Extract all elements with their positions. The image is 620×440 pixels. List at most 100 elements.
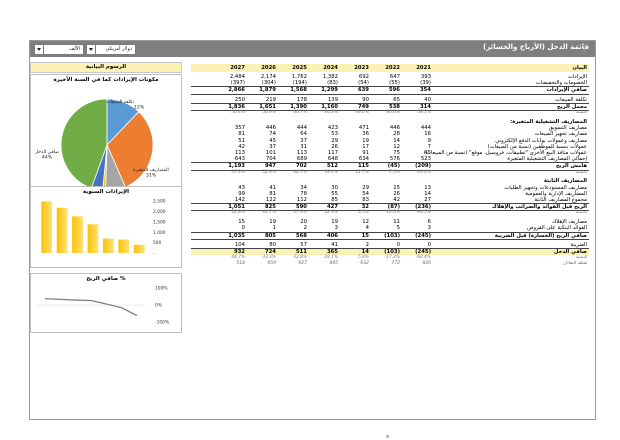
cell-value: 80: [269, 242, 276, 248]
row-label: مجموع المصاريف الثابتة: [534, 197, 587, 203]
row-label: هامش الربح: [555, 163, 587, 170]
cell-value: 27: [424, 197, 431, 203]
cell-value: 1,193: [228, 163, 245, 170]
cell-value: 219: [265, 96, 276, 103]
annual-revenue-chart: الإيرادات السنوية 2,500 2,000 1,500 1,000 50…: [30, 186, 182, 268]
unit-dropdown[interactable]: الألف: [34, 44, 84, 55]
bar-axis-tick: 1,500: [153, 219, 166, 225]
row-label: صافي الربح (الخسارة) قبل الضريبة: [494, 232, 587, 239]
cell-value: 42: [238, 143, 245, 150]
cell-value: 250: [234, 96, 245, 103]
cell-value: 104: [234, 242, 245, 248]
cell-value: 511: [295, 249, 307, 256]
cell-value: 947: [264, 163, 276, 170]
table-row: صافي الدخل 932 724 511 365 14 (103) (245): [191, 248, 589, 256]
cell-value: 50.4%: [231, 110, 245, 116]
row-label: مصاريف المستودعات وتجهيز الطلبات: [504, 184, 587, 191]
pie-label: تكلفة المبيعات: [106, 99, 134, 105]
cell-value: 84.8%: [324, 110, 338, 116]
table-row: النسبة 37.3% 32.9% 44.7% 39.4% 12.7% -7.5% -39.…: [191, 170, 589, 176]
row-label: مصاريف تجهيز المبيعات: [534, 131, 587, 138]
currency-dropdown[interactable]: دولار أمريكي: [86, 44, 136, 55]
chevron-down-icon[interactable]: [35, 45, 44, 54]
cell-value: 2: [365, 242, 369, 248]
table-row: صافي الإيرادات 2,866 1,879 1,568 1,299 639 596…: [191, 86, 589, 95]
cell-value: 1,651: [259, 104, 276, 110]
cell-value: 14: [424, 190, 431, 197]
cell-value: 74: [269, 131, 276, 138]
table-row: مصاريف المستودعات وتجهيز الطلبات 43 41 34 30…: [191, 185, 589, 191]
cell-value: 32.9%: [262, 169, 276, 175]
cell-value: 139: [327, 96, 338, 103]
net-profit-line: [44, 297, 138, 317]
cell-value: 354: [419, 87, 431, 94]
cell-value: 19: [269, 219, 276, 226]
cell-value: 590: [295, 204, 307, 211]
cell-value: 117: [327, 150, 338, 156]
bar-chart-title: الإيرادات السنوية: [82, 189, 130, 195]
row-label: النسبة: [575, 110, 587, 116]
cell-value: 19: [362, 137, 369, 144]
cell-value: (209): [415, 163, 431, 170]
cell-value: 55: [331, 190, 338, 197]
table-row: عمولات بنسبة للموظفين (نسبة من المبيعات)…: [191, 144, 589, 150]
bar-axis-tick: 2,500: [153, 199, 166, 205]
corner-mark: [576, 45, 585, 52]
cell-value: 772: [391, 261, 400, 266]
cell-value: 393: [420, 74, 431, 80]
cell-value: 28.1%: [324, 255, 338, 261]
cell-value: 1,160: [321, 104, 338, 110]
bar-axis-tick: -: [153, 252, 155, 257]
cell-value: (87): [387, 204, 400, 211]
table-row: الفوائد البنكية على القروض 0 1 2 3 4 5 3: [191, 225, 589, 231]
cell-value: 648: [327, 156, 338, 163]
cell-value: 51: [238, 137, 245, 144]
cell-value: 14: [393, 137, 400, 144]
bar: [41, 201, 53, 253]
row-label: مجمل الربح: [556, 104, 587, 110]
line-axis-tick: -100%: [155, 320, 169, 326]
cell-value: (55): [389, 80, 400, 87]
cell-value: (236): [415, 204, 431, 211]
cell-value: 101: [265, 150, 276, 156]
cell-value: 0: [427, 242, 431, 248]
title-bar: قائمة الدخل (الأرباح والخسائر) الألف دول…: [30, 41, 595, 57]
revenue-pie-chart: مكونات الإيرادات كما في السنة الأخيرة تك…: [30, 74, 182, 216]
cell-value: 538: [388, 104, 400, 110]
cell-value: 596: [388, 87, 400, 94]
cell-value: 5.8%: [358, 255, 369, 261]
cell-value: 1,051: [228, 204, 245, 211]
cell-value: 2,866: [228, 87, 245, 94]
bar: [56, 207, 68, 253]
cell-value: 33.3%: [262, 255, 276, 261]
pie-pct: 12%: [134, 105, 145, 111]
table-row: مجموع المصاريف الثابتة 142 122 112 85 83 42 27: [191, 197, 589, 203]
table-row: مصاريف التسويق 357 446 444 423 471 446 444: [191, 125, 589, 131]
cell-value: 2021: [416, 65, 431, 71]
cell-value: 1,762: [291, 74, 307, 80]
cell-value: (304): [261, 80, 276, 87]
bar: [133, 244, 145, 253]
cell-value: 805: [264, 232, 276, 239]
pie-label: المصاريف المتغيرة: [133, 168, 169, 173]
bar: [118, 239, 130, 253]
income-statement-sheet: قائمة الدخل (الأرباح والخسائر) الألف دول…: [29, 40, 596, 420]
cell-value: -44.5%: [415, 210, 431, 216]
table-row: تكلفة المبيعات 250 219 178 139 90 65 40: [191, 97, 589, 103]
row-label: مصاريف الإهلاك: [551, 219, 587, 226]
cell-value: (45): [387, 163, 400, 170]
cell-value: 65: [393, 96, 400, 103]
row-label: المصاريف الإدارية والعمومية: [525, 190, 587, 197]
cell-value: 1,299: [321, 87, 338, 94]
cell-value: 1,836: [228, 104, 245, 110]
cell-value: 2025: [292, 65, 307, 71]
table-row: عمولات منافذ البيع الأخرى "تطبيقات، فروس…: [191, 150, 589, 156]
cell-value: 471: [358, 125, 369, 132]
cell-value: (83): [327, 80, 338, 87]
cell-value: (194): [292, 80, 307, 87]
cell-value: 81: [238, 131, 245, 138]
chevron-down-icon[interactable]: [87, 45, 96, 54]
pie-label: صافي الدخل: [35, 150, 59, 155]
cell-value: 40: [424, 96, 431, 103]
table-row: النسبة 44.7% 33.3% 32.8% 28.1% 5.8% -17.2% -62.…: [191, 255, 589, 261]
